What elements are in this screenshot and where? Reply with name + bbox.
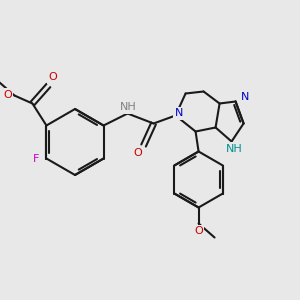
Text: NH: NH [226,143,243,154]
Text: N: N [174,109,183,118]
Text: N: N [240,92,249,103]
Text: O: O [194,226,203,236]
Text: O: O [48,73,57,82]
Text: F: F [33,154,40,164]
Text: O: O [3,89,12,100]
Text: NH: NH [120,103,137,112]
Text: O: O [133,148,142,158]
